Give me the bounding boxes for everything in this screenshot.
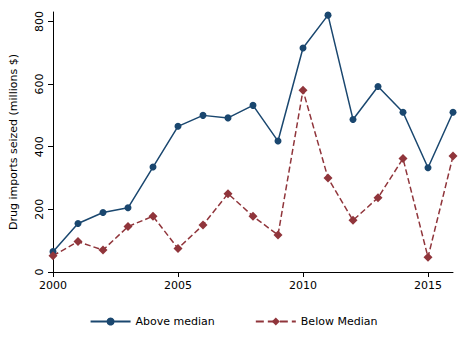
svg-text:Drug imports seized (millions: Drug imports seized (millions $) — [7, 54, 20, 230]
svg-text:800: 800 — [33, 11, 46, 32]
svg-text:0: 0 — [33, 269, 46, 276]
svg-text:2010: 2010 — [289, 279, 317, 292]
svg-text:400: 400 — [33, 136, 46, 157]
svg-text:600: 600 — [33, 74, 46, 95]
svg-text:2015: 2015 — [414, 279, 442, 292]
svg-text:200: 200 — [33, 199, 46, 220]
svg-text:2005: 2005 — [164, 279, 192, 292]
svg-text:Below Median: Below Median — [301, 315, 378, 328]
svg-text:2000: 2000 — [39, 279, 67, 292]
svg-text:Above median: Above median — [136, 315, 215, 328]
